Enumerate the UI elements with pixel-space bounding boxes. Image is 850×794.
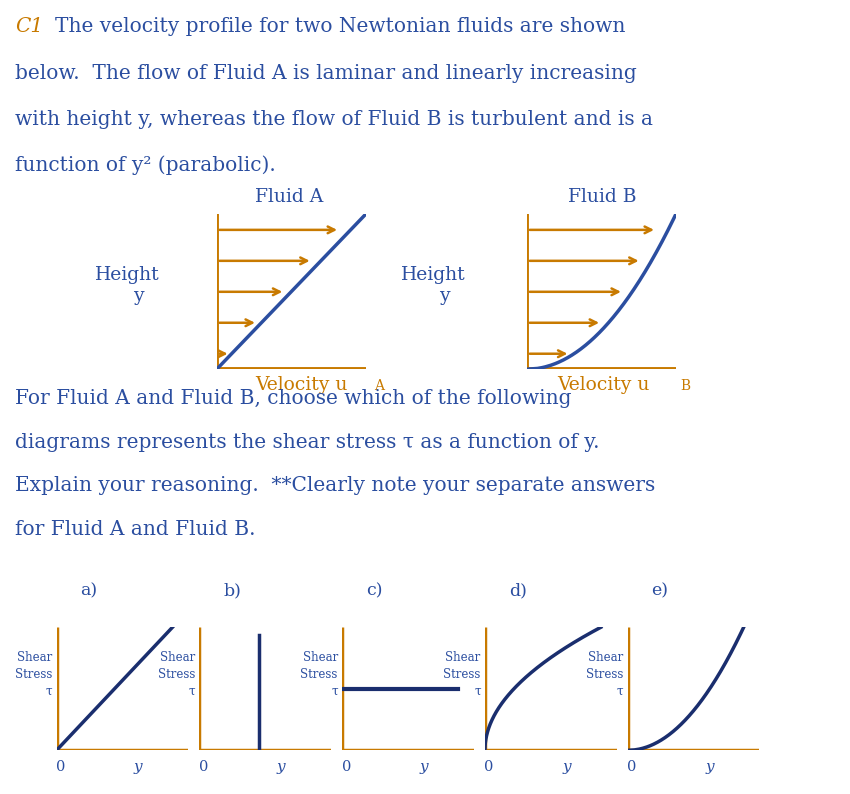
Text: y: y: [134, 760, 143, 774]
Text: 0: 0: [342, 760, 351, 774]
Text: Height
    y: Height y: [95, 267, 160, 305]
Text: Shear
Stress
τ: Shear Stress τ: [301, 650, 337, 697]
Text: Fluid A: Fluid A: [255, 188, 323, 206]
Text: y: y: [420, 760, 428, 774]
Text: 0: 0: [199, 760, 208, 774]
Text: Shear
Stress
τ: Shear Stress τ: [586, 650, 623, 697]
Text: Shear
Stress
τ: Shear Stress τ: [444, 650, 481, 697]
Text: for Fluid A and Fluid B.: for Fluid A and Fluid B.: [15, 520, 256, 539]
Text: C1: C1: [15, 17, 43, 37]
Text: The velocity profile for two Newtonian fluids are shown: The velocity profile for two Newtonian f…: [55, 17, 626, 37]
Text: Explain your reasoning.  **Clearly note your separate answers: Explain your reasoning. **Clearly note y…: [15, 476, 655, 495]
Text: Shear
Stress
τ: Shear Stress τ: [158, 650, 195, 697]
Text: below.  The flow of Fluid A is laminar and linearly increasing: below. The flow of Fluid A is laminar an…: [15, 64, 637, 83]
Text: e): e): [651, 583, 668, 599]
Text: Height
    y: Height y: [401, 267, 466, 305]
Text: b): b): [223, 583, 241, 599]
Text: 0: 0: [484, 760, 494, 774]
Text: A: A: [374, 379, 384, 393]
Text: For Fluid A and Fluid B, choose which of the following: For Fluid A and Fluid B, choose which of…: [15, 389, 572, 408]
Text: diagrams represents the shear stress τ as a function of y.: diagrams represents the shear stress τ a…: [15, 433, 600, 452]
Text: 0: 0: [56, 760, 65, 774]
Text: Velocity u: Velocity u: [557, 376, 649, 394]
Text: y: y: [563, 760, 571, 774]
Text: Shear
Stress
τ: Shear Stress τ: [15, 650, 52, 697]
Text: function of y² (parabolic).: function of y² (parabolic).: [15, 156, 276, 175]
Text: Velocity u: Velocity u: [255, 376, 348, 394]
Text: y: y: [706, 760, 714, 774]
Text: c): c): [366, 583, 382, 599]
Text: 0: 0: [627, 760, 637, 774]
Text: d): d): [508, 583, 526, 599]
Text: B: B: [680, 379, 690, 393]
Text: with height y, whereas the flow of Fluid B is turbulent and is a: with height y, whereas the flow of Fluid…: [15, 110, 654, 129]
Text: Fluid B: Fluid B: [568, 188, 636, 206]
Text: y: y: [277, 760, 286, 774]
Text: a): a): [80, 583, 98, 599]
